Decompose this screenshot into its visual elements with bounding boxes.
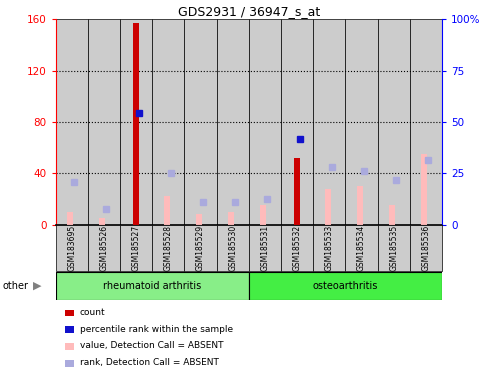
Bar [378,225,410,271]
Bar [249,272,442,300]
Bar [185,19,216,225]
Bar [88,19,120,225]
Bar [216,19,249,225]
Bar [260,205,266,225]
Bar [410,225,442,271]
Bar [378,19,410,225]
Text: ▶: ▶ [33,281,42,291]
Bar [196,214,202,225]
Bar [249,19,281,225]
Text: GSM185536: GSM185536 [421,225,430,271]
Text: GSM185531: GSM185531 [260,225,270,271]
Title: GDS2931 / 36947_s_at: GDS2931 / 36947_s_at [178,5,320,18]
Text: GSM185529: GSM185529 [196,225,205,271]
Bar [164,196,170,225]
Bar [56,19,88,225]
Bar [325,189,330,225]
Bar [410,19,442,225]
Text: count: count [80,308,105,317]
Text: rheumatoid arthritis: rheumatoid arthritis [103,281,201,291]
Text: GSM185534: GSM185534 [357,225,366,271]
Bar [281,225,313,271]
Bar [120,19,152,225]
Text: GSM185530: GSM185530 [228,225,237,271]
Bar [228,212,234,225]
Bar [345,19,378,225]
Bar [88,225,120,271]
Text: GSM185528: GSM185528 [164,225,173,271]
Bar [67,212,73,225]
Text: osteoarthritis: osteoarthritis [313,281,378,291]
Bar [313,19,345,225]
Bar [313,225,345,271]
Bar [421,154,427,225]
Text: rank, Detection Call = ABSENT: rank, Detection Call = ABSENT [80,358,219,367]
Text: GSM185526: GSM185526 [99,225,108,271]
Text: GSM185527: GSM185527 [131,225,141,271]
Bar [152,19,185,225]
Bar [133,23,139,225]
Bar [120,225,152,271]
Text: percentile rank within the sample: percentile rank within the sample [80,324,233,334]
Bar [281,19,313,225]
Text: GSM185535: GSM185535 [389,225,398,271]
Text: GSM183695: GSM183695 [67,225,76,271]
Bar [249,225,281,271]
Bar [185,225,216,271]
Bar [99,218,105,225]
Bar [152,225,185,271]
Bar [294,158,300,225]
Bar [389,205,395,225]
Bar [56,225,88,271]
Text: other: other [2,281,28,291]
Text: GSM185533: GSM185533 [325,225,334,271]
Bar [216,225,249,271]
Bar [56,272,249,300]
Text: value, Detection Call = ABSENT: value, Detection Call = ABSENT [80,341,223,351]
Text: GSM185532: GSM185532 [293,225,301,271]
Bar [345,225,378,271]
Bar [357,186,363,225]
